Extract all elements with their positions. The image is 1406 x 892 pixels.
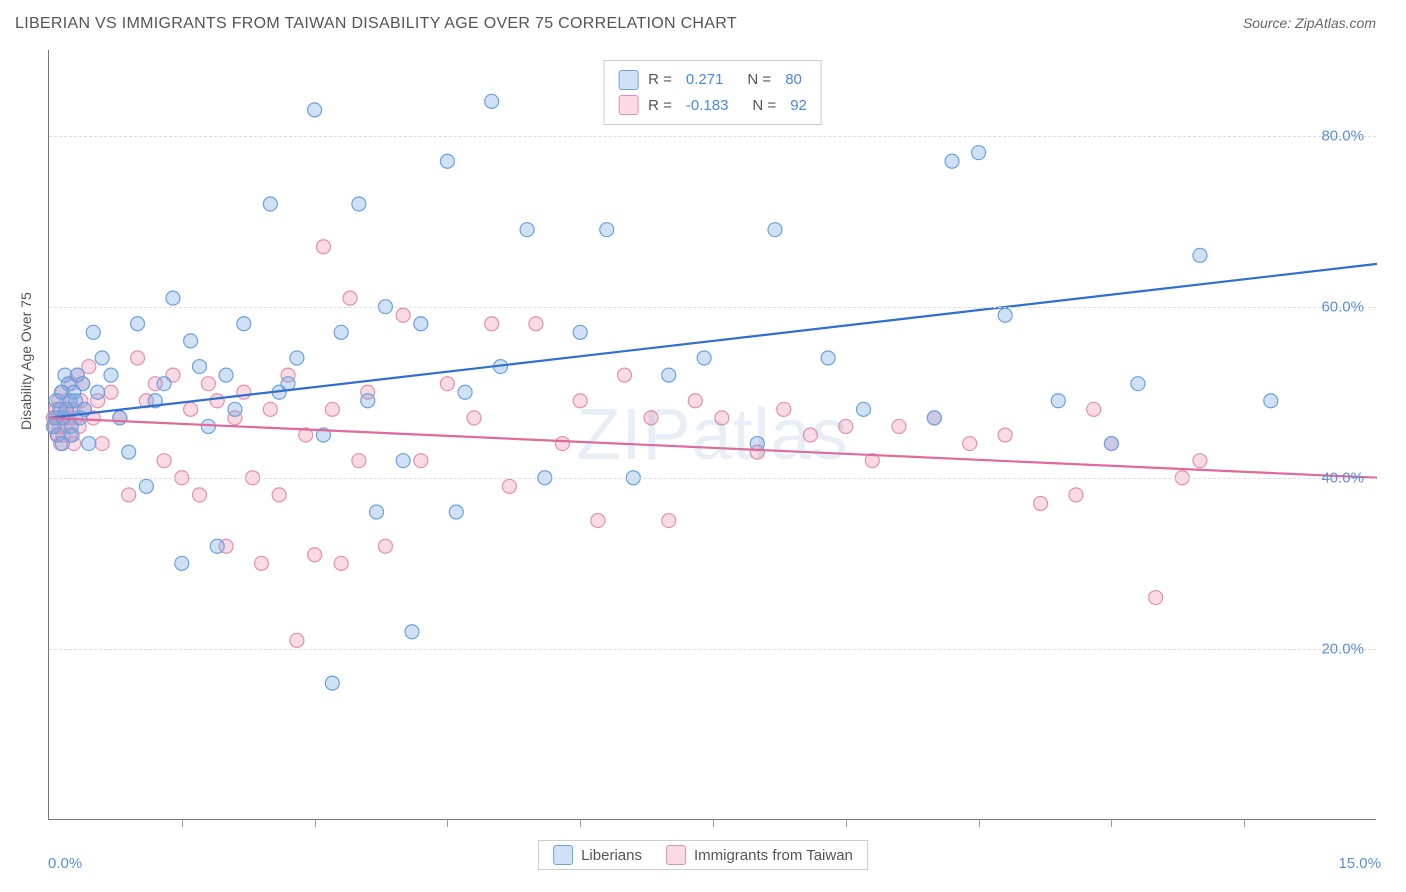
y-axis-label: Disability Age Over 75 (18, 292, 34, 430)
source-label: Source: ZipAtlas.com (1243, 15, 1376, 31)
stats-row-2: R = -0.183 N = 92 (618, 93, 807, 119)
x-tick-label: 0.0% (48, 855, 82, 872)
swatch-series-1 (618, 70, 638, 90)
stats-row-1: R = 0.271 N = 80 (618, 67, 807, 93)
stats-legend-box: R = 0.271 N = 80 R = -0.183 N = 92 (603, 60, 822, 125)
y-tick-label: 20.0% (1321, 640, 1364, 657)
legend-item-2: Immigrants from Taiwan (666, 845, 853, 865)
y-tick-label: 60.0% (1321, 298, 1364, 315)
r-label-2: R = (648, 93, 672, 119)
n-value-1: 80 (785, 67, 802, 93)
x-tick-label: 15.0% (1338, 855, 1381, 872)
legend-label-1: Liberians (581, 847, 642, 864)
r-value-1: 0.271 (686, 67, 724, 93)
chart-plot-area: ZIPatlas R = 0.271 N = 80 R = -0.183 N =… (48, 50, 1376, 820)
n-label-2: N = (752, 93, 776, 119)
chart-header: LIBERIAN VS IMMIGRANTS FROM TAIWAN DISAB… (0, 0, 1406, 43)
n-label-1: N = (747, 67, 771, 93)
legend-swatch-1 (553, 845, 573, 865)
legend-item-1: Liberians (553, 845, 642, 865)
bottom-legend: Liberians Immigrants from Taiwan (538, 840, 868, 870)
n-value-2: 92 (790, 93, 807, 119)
chart-svg (49, 50, 1376, 819)
r-value-2: -0.183 (686, 93, 729, 119)
chart-title: LIBERIAN VS IMMIGRANTS FROM TAIWAN DISAB… (15, 15, 737, 33)
r-label-1: R = (648, 67, 672, 93)
swatch-series-2 (618, 95, 638, 115)
y-tick-label: 40.0% (1321, 469, 1364, 486)
legend-swatch-2 (666, 845, 686, 865)
legend-label-2: Immigrants from Taiwan (694, 847, 853, 864)
y-tick-label: 80.0% (1321, 127, 1364, 144)
